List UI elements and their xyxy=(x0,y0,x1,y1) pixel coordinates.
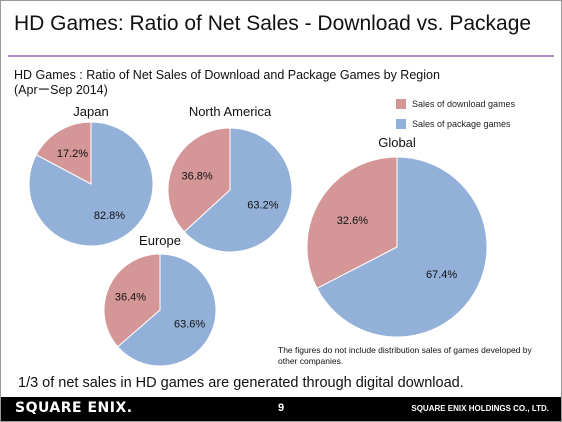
legend-item-download: Sales of download games xyxy=(396,95,515,113)
pie-label-japan-download: 17.2% xyxy=(57,148,88,160)
pie-slice-japan-package xyxy=(28,121,154,247)
footnote: The figures do not include distribution … xyxy=(278,345,532,366)
subtitle-line-1: HD Games : Ratio of Net Sales of Downloa… xyxy=(14,68,440,82)
company-name: SQUARE ENIX HOLDINGS CO., LTD. xyxy=(411,404,549,413)
pie-slice-global-package xyxy=(316,156,488,338)
title-divider xyxy=(8,55,554,57)
pie-slice-europe-package xyxy=(117,253,217,367)
conclusion-text: 1/3 of net sales in HD games are generat… xyxy=(18,375,464,391)
slide-title: HD Games: Ratio of Net Sales - Download … xyxy=(14,12,532,35)
legend-label-download: Sales of download games xyxy=(412,99,516,109)
legend-label-package: Sales of package games xyxy=(412,119,511,129)
footer-bar: SQUARE ENIX. 9 SQUARE ENIX HOLDINGS CO.,… xyxy=(1,397,561,421)
pie-slice-north-america-package xyxy=(183,127,293,253)
pie-label-japan-package: 82.8% xyxy=(94,210,125,222)
page-number: 9 xyxy=(277,402,285,414)
chart-subtitle: HD Games : Ratio of Net Sales of Downloa… xyxy=(14,68,440,98)
subtitle-line-2: (AprーSep 2014) xyxy=(14,83,108,97)
legend-swatch-package xyxy=(396,119,406,129)
pie-label-europe-download: 36.4% xyxy=(115,292,146,304)
region-label-north-america: North America xyxy=(188,104,272,119)
region-label-global: Global xyxy=(378,135,416,150)
pie-label-north-america-download: 36.8% xyxy=(181,171,212,183)
pie-slice-europe-download xyxy=(103,253,161,348)
region-label-europe: Europe xyxy=(139,233,181,248)
pie-slice-north-america-download xyxy=(167,127,231,233)
company-logo: SQUARE ENIX. xyxy=(15,400,133,416)
pie-slice-global-download xyxy=(306,156,398,290)
legend-swatch-download xyxy=(396,99,406,109)
legend: Sales of download games Sales of package… xyxy=(396,95,515,135)
region-label-japan: Japan xyxy=(73,104,109,119)
pie-label-global-download: 32.6% xyxy=(337,215,368,227)
pie-slice-japan-download xyxy=(35,121,92,185)
pie-label-north-america-package: 63.2% xyxy=(247,199,278,211)
pie-label-global-package: 67.4% xyxy=(426,269,457,281)
legend-item-package: Sales of package games xyxy=(396,115,515,133)
pie-label-europe-package: 63.6% xyxy=(174,318,205,330)
